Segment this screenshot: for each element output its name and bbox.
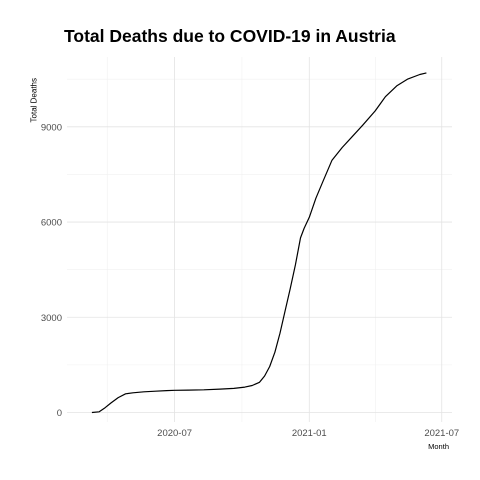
y-tick-label: 9000 [41, 122, 62, 133]
x-axis-label: Month [428, 442, 449, 451]
y-tick-label: 6000 [41, 218, 62, 229]
series-line [91, 72, 427, 414]
y-tick-label: 0 [57, 408, 62, 419]
chart-title: Total Deaths due to COVID-19 in Austria [64, 26, 396, 46]
y-tick-label: 3000 [41, 313, 62, 324]
x-tick-label: 2020-07 [157, 428, 192, 439]
x-tick-label: 2021-01 [292, 428, 327, 439]
x-tick-label: 2021-07 [424, 428, 459, 439]
